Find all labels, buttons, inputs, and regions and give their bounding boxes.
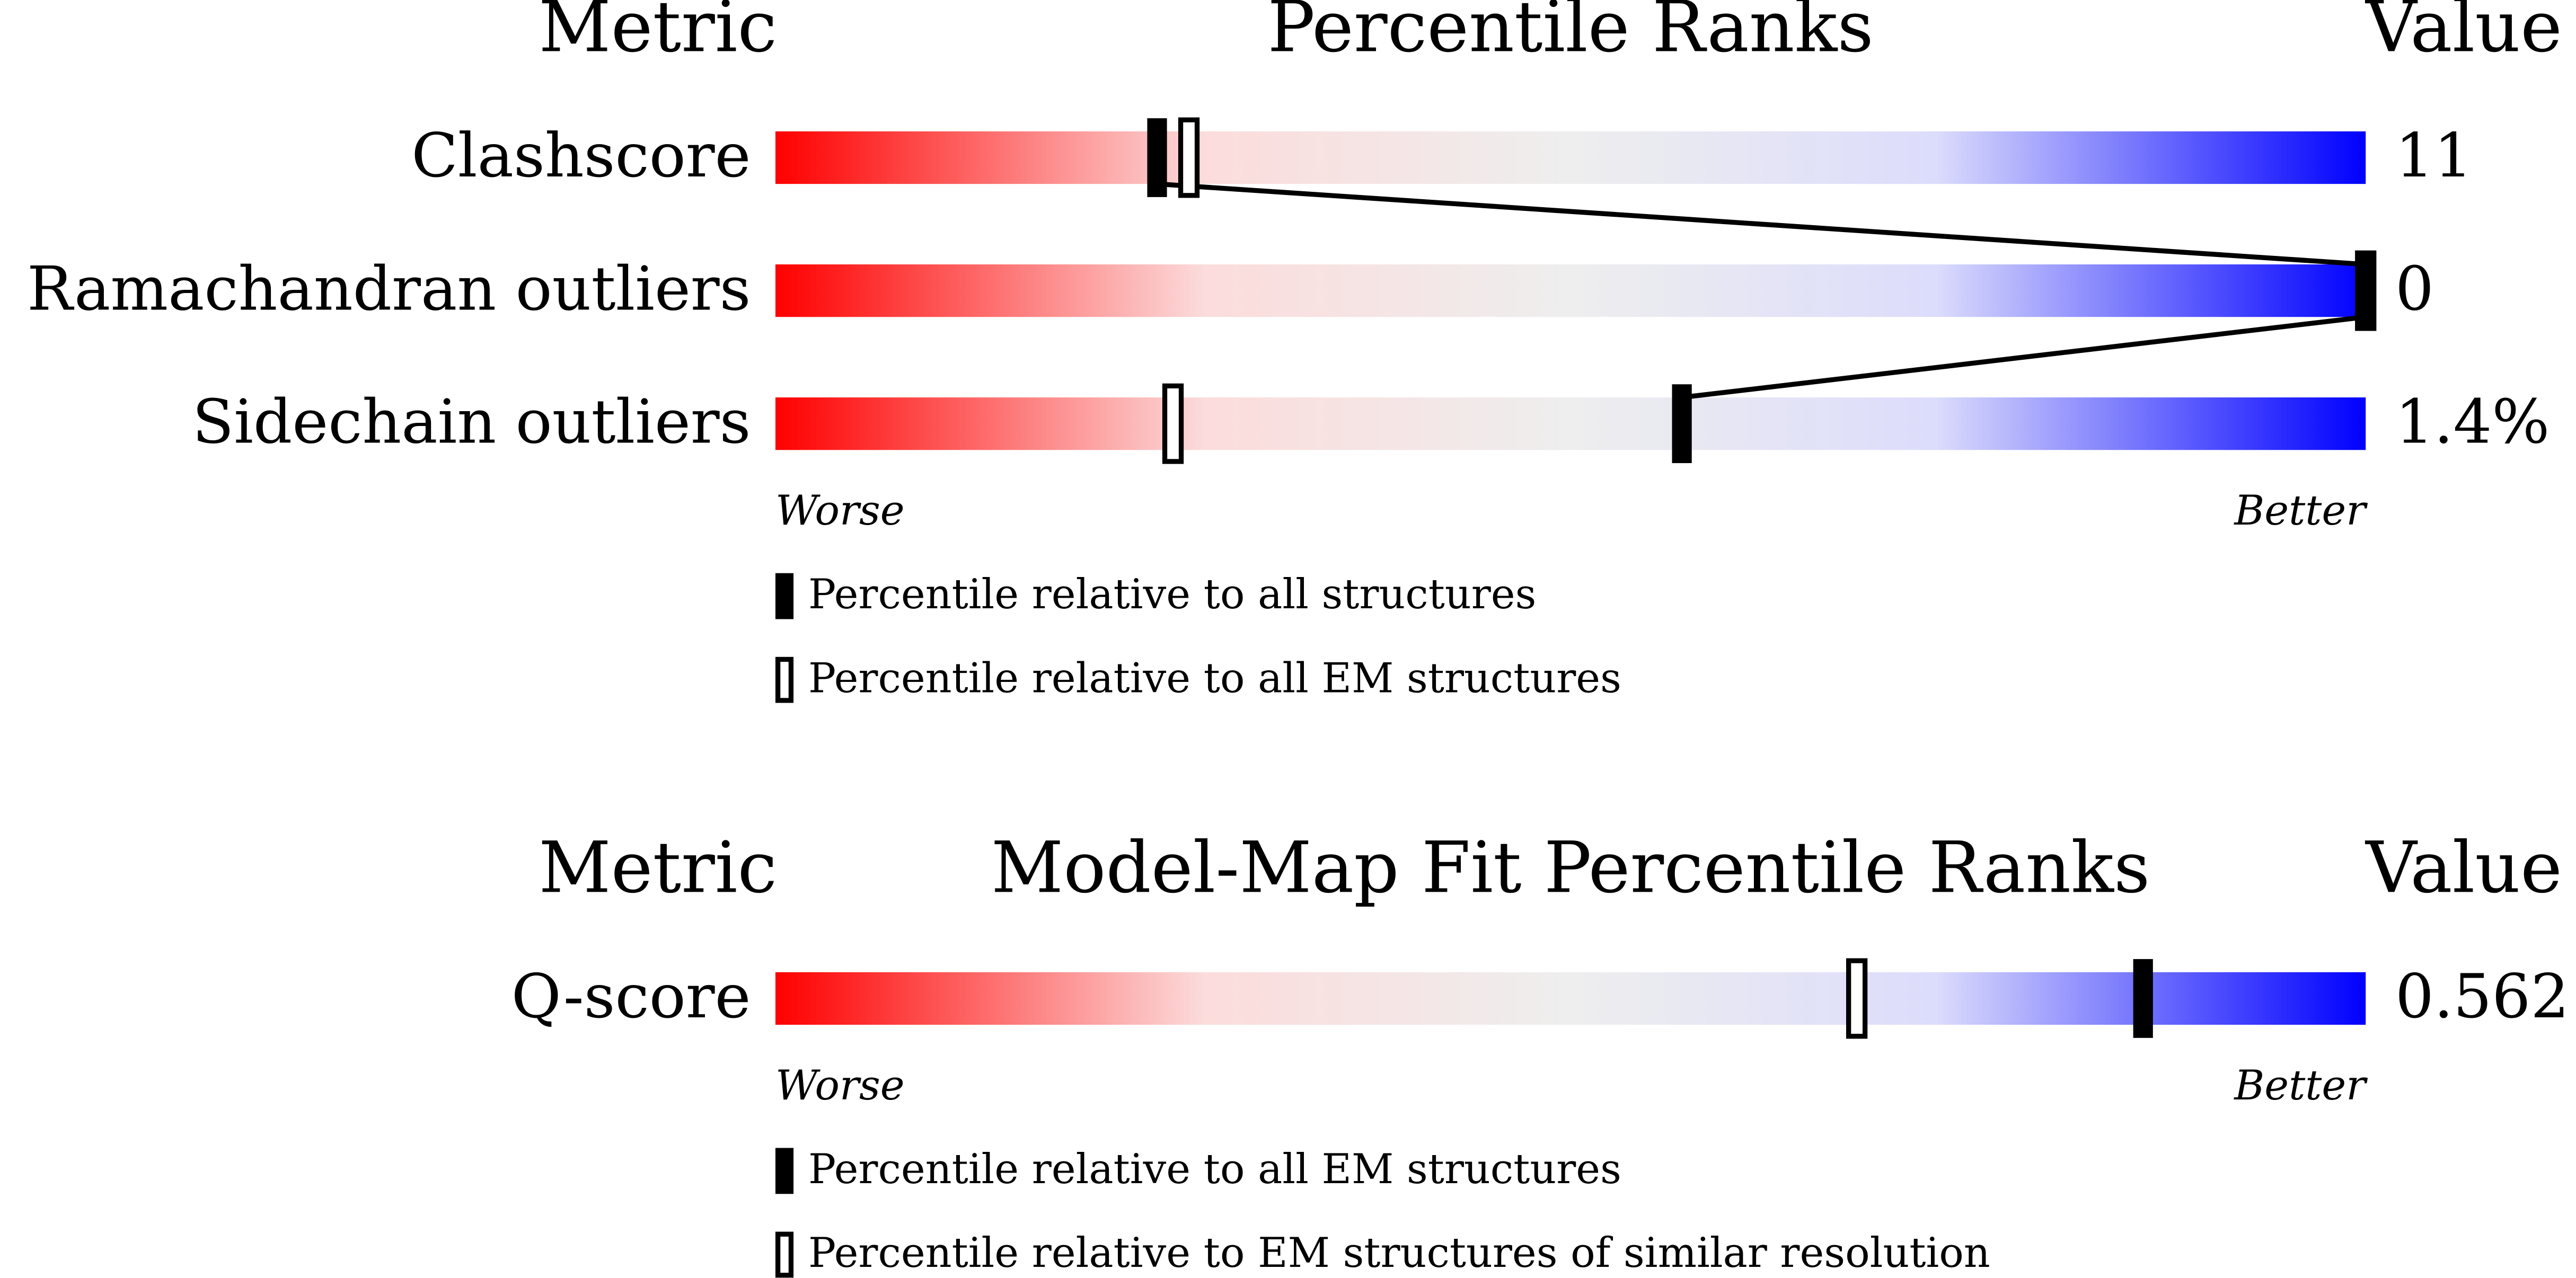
metric-label: Q-score [511,962,751,1032]
percentile-marker [1672,384,1692,464]
percentile-marker-hollow [1162,383,1184,464]
legend-swatch-hollow [775,656,794,703]
legend-swatch [775,1148,794,1194]
better-label: Better [2233,487,2368,535]
value-header: Value [2365,0,2562,68]
metric-value: 0.562 [2395,962,2569,1032]
percentile-bar [775,264,2366,317]
metric-label: Ramachandran outliers [27,254,751,324]
percentile-marker [2356,251,2376,330]
percentile-marker [2133,959,2153,1038]
legend-label: Percentile relative to EM structures of … [808,1229,1990,1277]
chart-title: Percentile Ranks [1267,0,1873,68]
connector [1157,181,2366,267]
legend-label: Percentile relative to all structures [808,571,1536,618]
better-label: Better [2233,1062,2368,1110]
metric-label: Sidechain outliers [192,387,751,457]
worse-label: Worse [775,487,905,535]
metric-value: 1.4% [2395,387,2549,457]
legend-swatch-hollow [775,1231,794,1278]
percentile-bar [775,131,2366,184]
percentile-marker-hollow [1178,117,1200,198]
percentile-bar [775,397,2366,450]
metric-header: Metric [539,827,777,909]
value-header: Value [2365,827,2562,909]
legend-swatch [775,573,794,619]
legend-label: Percentile relative to all EM structures [808,654,1621,702]
legend-label: Percentile relative to all EM structures [808,1146,1621,1193]
metric-label: Clashscore [411,121,751,191]
metric-header: Metric [539,0,777,68]
metric-value: 0 [2395,254,2434,324]
percentile-bar [775,972,2366,1025]
percentile-marker-hollow [1846,958,1868,1039]
worse-label: Worse [775,1062,905,1110]
metric-value: 11 [2395,121,2473,191]
percentile-marker [1147,118,1167,197]
connector [1681,314,2366,400]
chart-title: Model-Map Fit Percentile Ranks [991,827,2150,909]
